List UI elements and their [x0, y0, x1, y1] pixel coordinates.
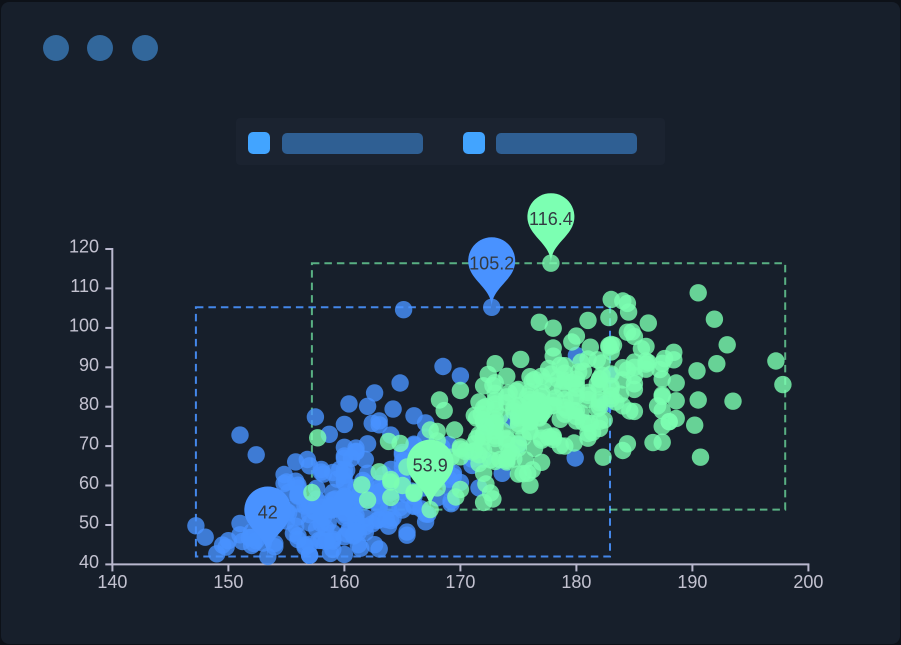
svg-text:116.4: 116.4 [529, 209, 573, 229]
svg-text:40: 40 [79, 552, 99, 572]
svg-text:190: 190 [677, 572, 707, 592]
svg-text:160: 160 [329, 572, 359, 592]
svg-text:180: 180 [561, 572, 591, 592]
svg-text:110: 110 [70, 276, 99, 296]
svg-text:42: 42 [258, 503, 278, 523]
svg-text:90: 90 [79, 355, 99, 375]
svg-text:120: 120 [69, 237, 99, 257]
svg-text:150: 150 [213, 572, 243, 592]
svg-text:50: 50 [79, 513, 99, 533]
svg-text:60: 60 [79, 473, 99, 493]
svg-text:105.2: 105.2 [469, 253, 514, 273]
svg-text:170: 170 [445, 572, 475, 592]
svg-text:100: 100 [69, 315, 99, 335]
svg-text:140: 140 [97, 572, 127, 592]
svg-text:80: 80 [79, 394, 99, 414]
svg-text:53.9: 53.9 [413, 456, 448, 476]
svg-text:70: 70 [79, 434, 99, 454]
svg-text:200: 200 [793, 572, 823, 592]
